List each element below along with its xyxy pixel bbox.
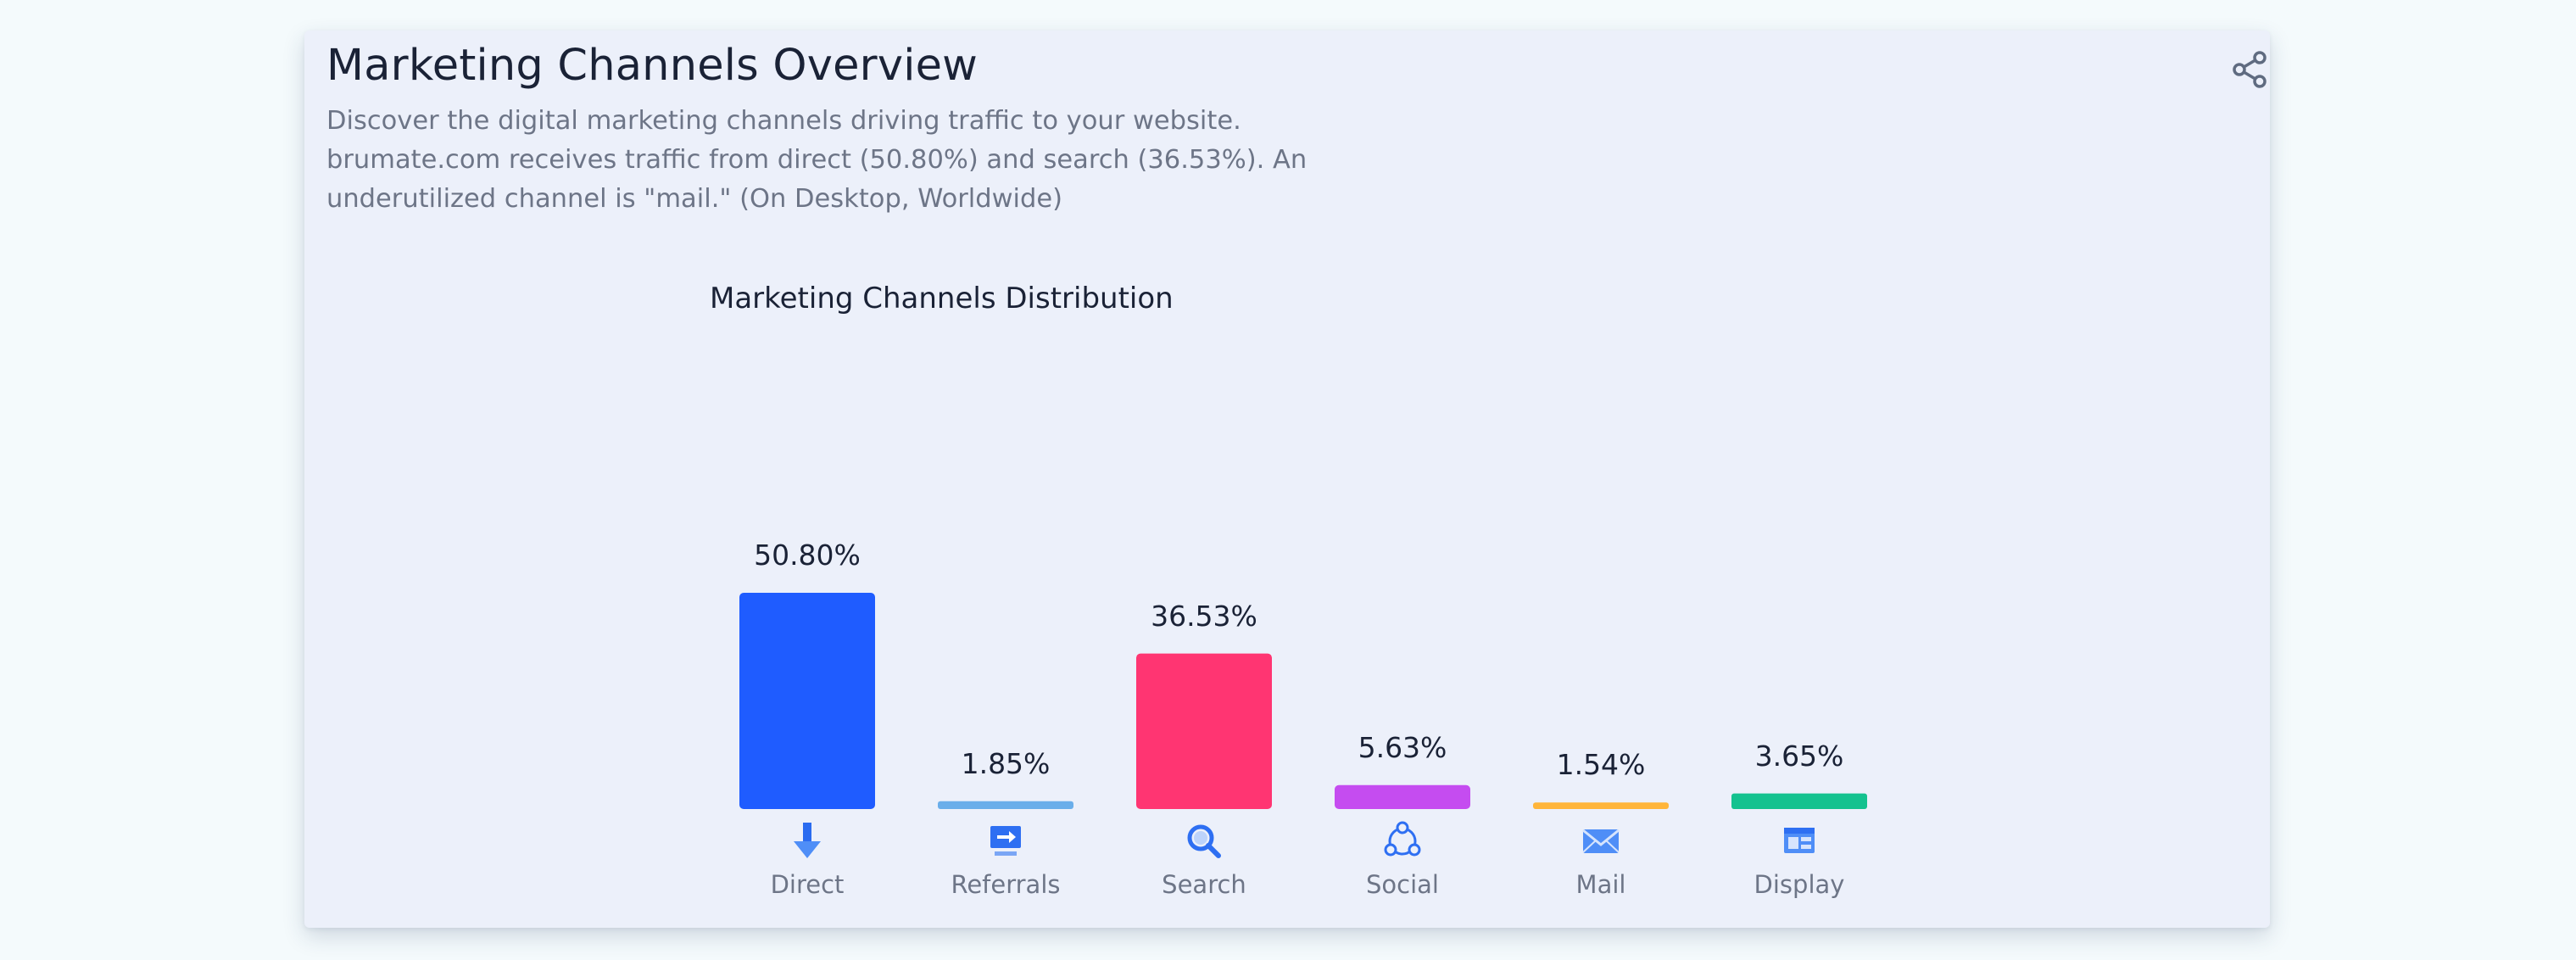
category-label-referrals: Referrals (951, 870, 1061, 899)
bar-referrals[interactable] (938, 801, 1073, 809)
category-label-search: Search (1162, 870, 1246, 899)
marketing-channels-card: Marketing Channels Overview Discover the… (304, 31, 2270, 928)
bar-social[interactable] (1335, 784, 1470, 809)
search-icon (1187, 824, 1221, 858)
bar-display[interactable] (1731, 793, 1867, 809)
card-description: Discover the digital marketing channels … (326, 106, 1308, 214)
category-label-social: Social (1366, 870, 1439, 899)
value-label-search: 36.53% (1151, 599, 1257, 633)
chart-title: Marketing Channels Distribution (710, 282, 1174, 315)
bar-chart (739, 593, 1867, 809)
bar-direct[interactable] (739, 593, 875, 809)
category-label-direct: Direct (770, 870, 845, 899)
value-label-referrals: 1.85% (961, 746, 1051, 780)
bar-mail[interactable] (1533, 802, 1669, 809)
category-label-mail: Mail (1575, 870, 1626, 899)
share-icon[interactable] (2229, 49, 2270, 90)
value-label-social: 5.63% (1358, 730, 1447, 764)
mail-icon (1582, 829, 1620, 853)
display-icon (1784, 828, 1815, 853)
direct-arrow-icon (794, 823, 821, 858)
referrals-icon (990, 826, 1021, 856)
value-label-direct: 50.80% (754, 539, 861, 572)
value-label-display: 3.65% (1754, 739, 1844, 773)
bar-search[interactable] (1136, 653, 1272, 809)
social-icon (1384, 821, 1421, 857)
card-title: Marketing Channels Overview (326, 41, 979, 91)
value-label-mail: 1.54% (1556, 748, 1646, 782)
category-label-display: Display (1754, 870, 1845, 899)
